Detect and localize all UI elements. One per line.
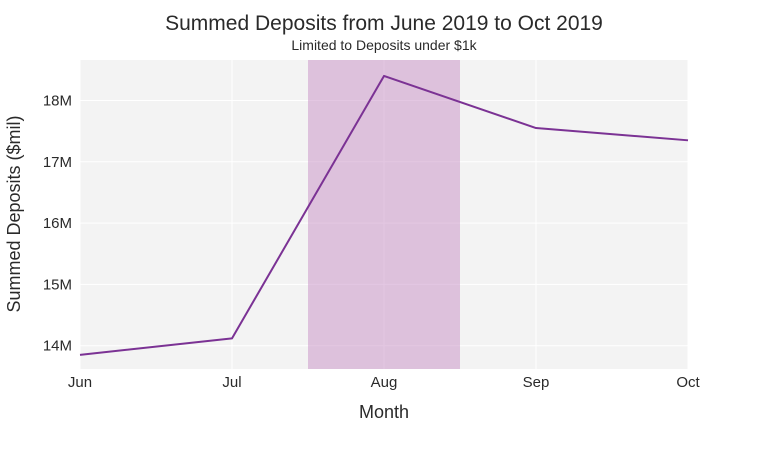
y-tick-label: 18M <box>43 92 72 109</box>
y-tick-label: 14M <box>43 338 72 355</box>
y-tick-label: 15M <box>43 276 72 293</box>
x-tick-label: Aug <box>371 374 398 391</box>
x-tick-label: Jul <box>222 374 241 391</box>
y-tick-label: 16M <box>43 215 72 232</box>
y-axis-title: Summed Deposits ($mil) <box>4 115 24 312</box>
highlight-band <box>308 60 460 369</box>
chart-title: Summed Deposits from June 2019 to Oct 20… <box>165 12 603 35</box>
series-layer <box>79 74 689 356</box>
y-tick-labels: 14M 15M 16M 17M 18M <box>43 92 72 354</box>
x-axis-title: Month <box>359 402 409 422</box>
y-tick-label: 17M <box>43 154 72 171</box>
x-tick-label: Oct <box>676 374 700 391</box>
highlight-band-layer <box>308 60 460 369</box>
x-tick-labels: Jun Jul Aug Sep Oct <box>68 374 701 391</box>
chart-subtitle: Limited to Deposits under $1k <box>291 37 477 53</box>
series-line <box>79 74 689 356</box>
x-tick-label: Sep <box>523 374 550 391</box>
x-tick-label: Jun <box>68 374 92 391</box>
